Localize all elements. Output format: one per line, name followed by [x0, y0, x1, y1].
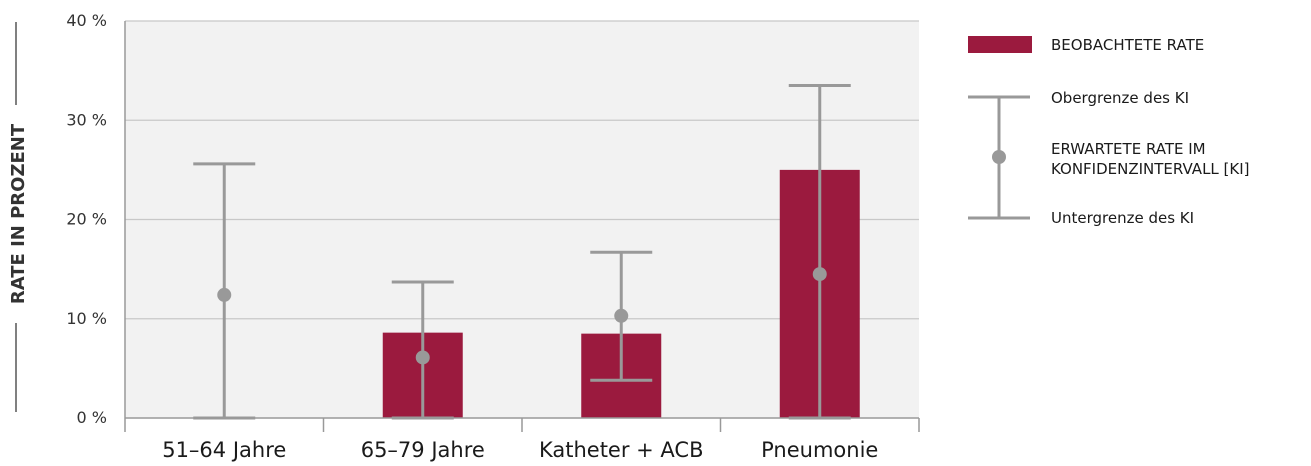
y-axis-title: RATE IN PROZENT [8, 22, 29, 412]
legend: BEOBACHTETE RATE Obergrenze des KI ERWAR… [968, 36, 1250, 227]
y-tick-labels: 0 % 10 % 20 % 30 % 40 % [66, 11, 107, 427]
y-tick-label: 40 % [66, 11, 107, 30]
y-tick-label: 30 % [66, 110, 107, 129]
x-tick-label: Pneumonie [761, 438, 878, 462]
legend-label-expected-line2: KONFIDENZINTERVALL [KI] [1051, 160, 1250, 178]
expected-rate-point [812, 267, 827, 282]
expected-rate-point [217, 287, 232, 302]
legend-point [992, 150, 1006, 164]
expected-rate-point [614, 308, 629, 323]
y-axis-title-text: RATE IN PROZENT [8, 123, 29, 304]
axes [124, 21, 920, 432]
y-tick-label: 0 % [77, 408, 107, 427]
x-tick-label: 65–79 Jahre [361, 438, 485, 462]
legend-label-lower: Untergrenze des KI [1051, 209, 1194, 227]
y-tick-label: 10 % [66, 309, 107, 328]
x-tick-label: 51–64 Jahre [162, 438, 286, 462]
legend-label-observed: BEOBACHTETE RATE [1051, 36, 1204, 54]
x-tick-label: Katheter + ACB [539, 438, 704, 462]
x-tick-labels: 51–64 Jahre 65–79 Jahre Katheter + ACB Pneu… [162, 438, 878, 462]
legend-label-upper: Obergrenze des KI [1051, 89, 1189, 107]
legend-bar-swatch [968, 36, 1032, 53]
legend-label-expected-line1: ERWARTETE RATE IM [1051, 140, 1206, 158]
expected-rate-point [415, 350, 430, 365]
y-tick-label: 20 % [66, 210, 107, 229]
